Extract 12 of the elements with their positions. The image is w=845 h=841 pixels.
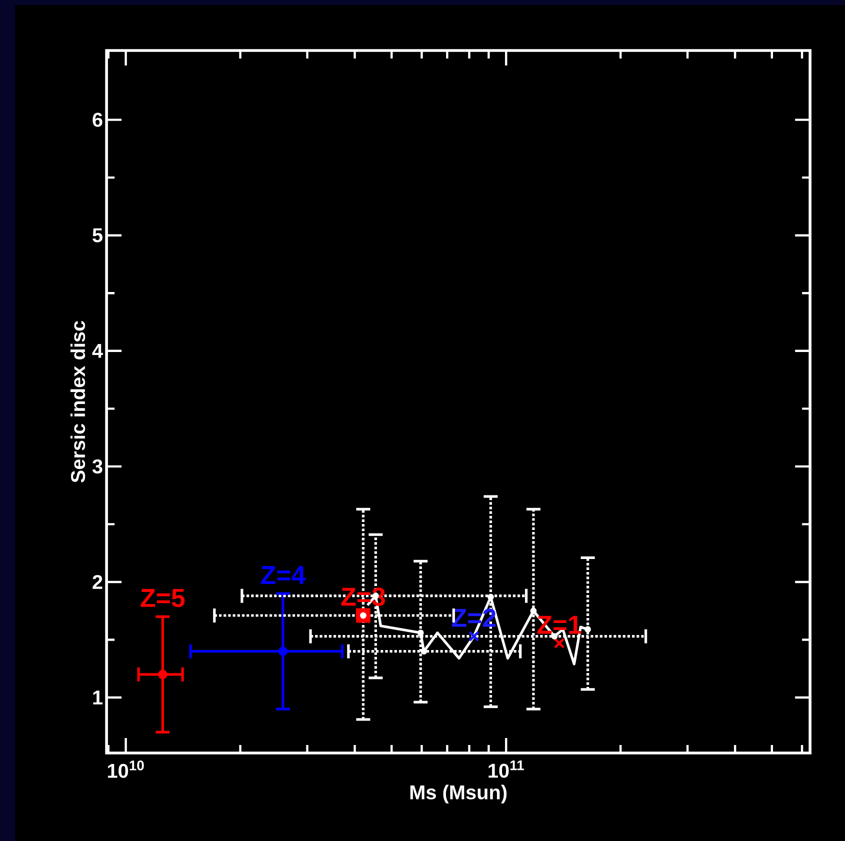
y-tick-label: 5 <box>92 228 102 242</box>
x-axis-title: Ms (Msun) <box>410 784 507 804</box>
text: Z=5 <box>140 589 185 608</box>
x-tick-label: 10$^{11}$ <box>488 760 524 778</box>
y-tick-label: 6 <box>92 112 102 127</box>
y-tick-label: 4 <box>92 344 103 358</box>
y-axis-title: Sersic index disc <box>70 320 86 483</box>
y-tick-label: 3 <box>92 459 102 474</box>
y-tick-label: 1 <box>93 690 102 704</box>
y-tick-label: 2 <box>92 575 102 589</box>
x-tick-label: 10$^{10}$ <box>108 760 144 778</box>
text: Z=4 <box>261 566 306 584</box>
